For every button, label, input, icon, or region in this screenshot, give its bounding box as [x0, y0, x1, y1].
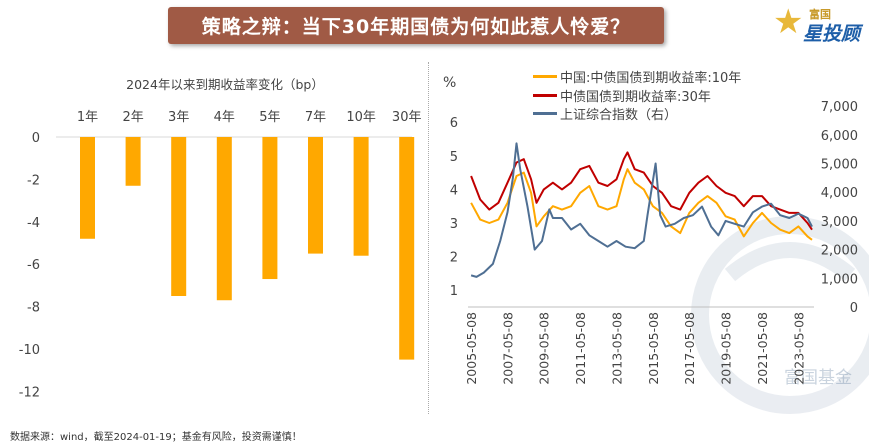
y-tick-label: -6: [27, 258, 40, 273]
y-left-tick-label: 2: [450, 251, 458, 266]
y-right-tick-label: 5,000: [821, 158, 858, 173]
legend-swatch-cb30y: [533, 94, 557, 97]
series-line-2: [470, 142, 813, 278]
footer-note: 数据来源：wind，截至2024-01-19；基金有风险，投资需谨慎！: [10, 432, 302, 443]
bar-10年: [353, 137, 369, 256]
chart-divider: [428, 62, 429, 414]
bar-4年: [216, 137, 232, 301]
x-tick-label: 2007-05-08: [500, 312, 515, 385]
legend-item-cb30y: 中债国债到期收益率:30年: [533, 86, 711, 105]
y-right-tick-label: 4,000: [821, 186, 858, 201]
y-tick-label: -12: [19, 385, 40, 400]
category-label: 5年: [259, 110, 280, 125]
y-tick-label: -4: [27, 216, 40, 231]
bar-30年: [399, 137, 415, 360]
y-right-tick-label: 2,000: [821, 244, 858, 259]
bar-chart: 0 -2 -4 -6 -8 -10 -12 1年 2年 3年 4年 5年 7年 10年 30年: [19, 110, 422, 400]
y-right-tick-label: 1,000: [821, 272, 858, 287]
star-icon: ★: [773, 2, 804, 42]
watermark-text: 富国基金: [784, 368, 852, 388]
category-label: 7年: [305, 110, 326, 125]
y-left-tick-label: 4: [450, 183, 458, 198]
x-tick-label: 2013-05-08: [609, 312, 624, 385]
category-label: 4年: [214, 110, 235, 125]
y-tick-label: -8: [27, 301, 40, 316]
x-tick-label: 2009-05-08: [537, 312, 552, 385]
x-tick-label: 2019-05-08: [719, 312, 734, 385]
x-tick-label: 2011-05-08: [573, 312, 588, 385]
x-tick-label: 2015-05-08: [646, 312, 661, 385]
category-label: 30年: [392, 110, 422, 125]
legend-item-sh-index: 上证综合指数（右）: [533, 104, 677, 123]
bar-2年: [125, 137, 141, 186]
y-axis-unit-label: %: [443, 75, 456, 91]
y-right-tick-label: 6,000: [821, 129, 858, 144]
logo-main-text: 星投顾: [803, 23, 861, 45]
legend-label-cn10y: 中国:中债国债到期收益率:10年: [560, 71, 742, 86]
y-right-tick-label: 7,000: [821, 100, 858, 115]
category-label: 10年: [346, 110, 376, 125]
y-right-tick-label: 0: [850, 301, 858, 316]
y-tick-label: -10: [19, 343, 40, 358]
legend-label-cb30y: 中债国债到期收益率:30年: [560, 90, 711, 105]
bar-3年: [171, 137, 187, 296]
bar-5年: [262, 137, 278, 280]
y-tick-label: -2: [27, 173, 40, 188]
y-left-tick-label: 1: [450, 284, 458, 299]
legend-swatch-sh-index: [533, 112, 557, 115]
x-tick-label: 2017-05-08: [682, 312, 697, 385]
page-title: 策略之辩：当下30年期国债为何如此惹人怜爱？: [201, 16, 631, 38]
logo-top-text: 富国: [809, 8, 831, 21]
line-chart: % 1 2 3 4 5 6 0 1,000 2,000 3,000 4,000 5,000 6,000 7,…: [443, 75, 858, 385]
watermark-logo: 富国基金: [691, 216, 869, 414]
y-left-tick-label: 6: [450, 116, 458, 131]
bar-7年: [308, 137, 323, 254]
series-line-1: [470, 151, 813, 231]
brand-logo: ★ 富国 星投顾: [773, 2, 865, 45]
bar-1年: [80, 137, 95, 239]
x-tick-label: 2023-05-08: [791, 312, 806, 385]
category-label: 1年: [77, 110, 98, 125]
category-label: 3年: [168, 110, 189, 125]
series-line-0: [470, 168, 813, 241]
legend-item-cn10y: 中国:中债国债到期收益率:10年: [533, 67, 741, 86]
y-left-tick-label: 3: [450, 217, 458, 232]
legend-swatch-cn10y: [533, 75, 557, 78]
legend-label-sh-index: 上证综合指数（右）: [560, 108, 678, 123]
x-tick-label: 2021-05-08: [755, 312, 770, 385]
y-right-tick-label: 3,000: [821, 215, 858, 230]
bar-chart-title: 2024年以来到期收益率变化（bp）: [126, 77, 324, 92]
x-tick-label: 2005-05-08: [464, 312, 479, 385]
page-title-banner: 策略之辩：当下30年期国债为何如此惹人怜爱？: [168, 7, 664, 44]
y-tick-label: 0: [32, 131, 40, 146]
category-label: 2年: [122, 110, 143, 125]
y-left-tick-label: 5: [450, 150, 458, 165]
